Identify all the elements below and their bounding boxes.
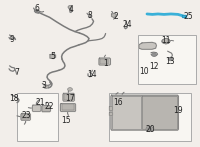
Text: 16: 16 — [113, 98, 123, 107]
Polygon shape — [42, 106, 50, 112]
Bar — [17, 93, 58, 141]
Circle shape — [148, 128, 152, 131]
Polygon shape — [142, 96, 177, 129]
Text: 22: 22 — [45, 102, 54, 111]
Text: 2: 2 — [113, 12, 118, 21]
Bar — [138, 35, 196, 84]
Circle shape — [152, 53, 156, 56]
Text: 5: 5 — [51, 52, 55, 61]
Circle shape — [68, 6, 72, 9]
Circle shape — [168, 57, 173, 61]
Polygon shape — [62, 104, 74, 110]
Text: 17: 17 — [65, 94, 74, 103]
Polygon shape — [60, 104, 76, 111]
Polygon shape — [21, 113, 30, 120]
Polygon shape — [112, 14, 116, 17]
Polygon shape — [22, 114, 29, 119]
Text: 11: 11 — [161, 36, 170, 45]
Circle shape — [44, 85, 48, 88]
Polygon shape — [32, 105, 41, 111]
Polygon shape — [63, 93, 74, 101]
Text: 3: 3 — [42, 81, 46, 90]
Text: 1: 1 — [104, 59, 108, 68]
Polygon shape — [50, 54, 56, 59]
Polygon shape — [99, 58, 110, 65]
Text: 12: 12 — [149, 62, 159, 71]
Polygon shape — [64, 94, 73, 100]
Text: 4: 4 — [69, 5, 73, 15]
Text: 25: 25 — [183, 12, 193, 21]
Text: 24: 24 — [122, 20, 132, 29]
Polygon shape — [109, 112, 112, 115]
Text: 23: 23 — [21, 111, 31, 120]
Text: 13: 13 — [165, 57, 175, 66]
Text: 8: 8 — [88, 11, 92, 20]
Text: 18: 18 — [9, 94, 18, 103]
Circle shape — [68, 88, 72, 91]
Circle shape — [162, 39, 170, 44]
Circle shape — [146, 126, 153, 132]
Polygon shape — [182, 15, 186, 17]
Text: 14: 14 — [87, 70, 97, 80]
Text: 20: 20 — [145, 125, 155, 134]
Polygon shape — [109, 106, 112, 110]
Polygon shape — [139, 42, 156, 49]
Polygon shape — [100, 59, 108, 64]
Text: 9: 9 — [9, 35, 14, 44]
Text: 10: 10 — [139, 67, 149, 76]
Bar — [109, 93, 191, 141]
Text: 7: 7 — [15, 67, 19, 77]
Text: 6: 6 — [35, 4, 39, 13]
Text: 21: 21 — [35, 98, 45, 107]
Text: 19: 19 — [173, 106, 183, 116]
Text: 15: 15 — [61, 116, 71, 125]
Polygon shape — [112, 96, 141, 129]
Polygon shape — [111, 95, 178, 130]
